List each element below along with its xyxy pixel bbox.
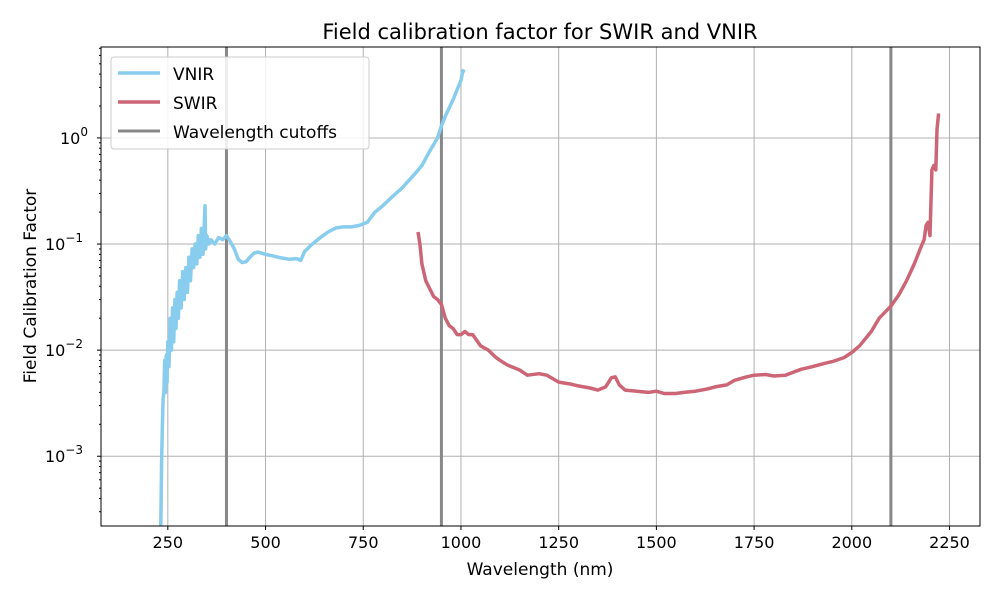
y-tick-exponent: −3 [65,443,83,457]
y-tick-exponent: 0 [80,125,88,139]
x-tick-label: 500 [250,533,281,552]
legend-label-vnir: VNIR [173,65,214,85]
legend: VNIR SWIR Wavelength cutoffs [110,56,370,150]
y-tick-label: 10−3 [45,443,83,466]
y-tick-label: 100 [60,125,88,148]
y-tick-exponent: −1 [65,231,83,245]
legend-label-cutoffs: Wavelength cutoffs [173,123,337,143]
legend-label-swir: SWIR [173,94,218,114]
x-tick-label: 2000 [831,533,872,552]
x-tick-label: 750 [348,533,379,552]
x-tick-label: 1000 [441,533,482,552]
series-line-vnir [159,69,466,527]
series-lines [159,69,941,527]
y-axis-label: Field Calibration Factor [21,189,41,384]
x-axis: 250 500 750 1000 1250 1500 1750 2000 2250 [153,526,970,552]
y-tick-label: 10−1 [45,231,83,254]
x-tick-label: 1250 [538,533,579,552]
x-tick-label: 250 [153,533,184,552]
x-tick-label: 2250 [929,533,970,552]
y-axis: 10−3 10−2 10−1 100 [45,47,101,513]
y-tick-label: 10−2 [45,337,83,360]
x-tick-label: 1750 [734,533,775,552]
x-axis-label: Wavelength (nm) [467,560,614,580]
x-tick-label: 1500 [636,533,677,552]
series-line-swir [416,113,941,396]
legend-box [110,56,370,150]
chart-title: Field calibration factor for SWIR and VN… [322,20,757,44]
y-tick-exponent: −2 [65,337,83,351]
